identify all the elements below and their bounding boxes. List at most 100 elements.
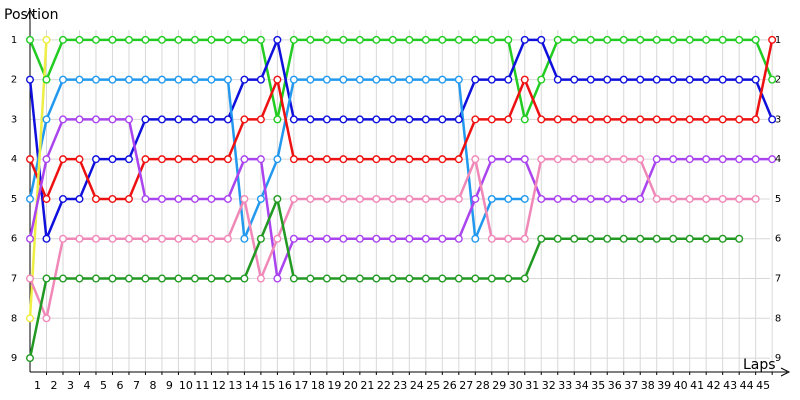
x-tick-label: 8: [149, 379, 156, 392]
point: [91, 75, 100, 84]
x-tick-label: 25: [426, 379, 440, 392]
point: [520, 35, 529, 44]
point: [207, 115, 216, 124]
point: [58, 115, 67, 124]
point: [322, 115, 331, 124]
point: [190, 274, 199, 283]
x-tick-label: 42: [707, 379, 721, 392]
point: [669, 35, 678, 44]
point: [504, 35, 513, 44]
point: [652, 115, 661, 124]
point: [520, 155, 529, 164]
point: [702, 194, 711, 203]
point: [553, 75, 562, 84]
point: [553, 35, 562, 44]
point: [421, 234, 430, 243]
point: [26, 75, 35, 84]
point: [58, 194, 67, 203]
point: [339, 115, 348, 124]
point: [256, 155, 265, 164]
point: [553, 194, 562, 203]
point: [471, 75, 480, 84]
point: [570, 35, 579, 44]
point: [322, 155, 331, 164]
point: [240, 155, 249, 164]
point: [141, 274, 150, 283]
y-tick-label: 8: [11, 313, 17, 324]
point: [504, 274, 513, 283]
point: [619, 194, 628, 203]
point: [26, 194, 35, 203]
point: [421, 115, 430, 124]
point: [207, 75, 216, 84]
point: [619, 155, 628, 164]
point: [42, 194, 51, 203]
point: [223, 194, 232, 203]
point: [586, 234, 595, 243]
point: [289, 274, 298, 283]
point: [108, 35, 117, 44]
point: [718, 155, 727, 164]
point: [652, 155, 661, 164]
point: [91, 194, 100, 203]
point: [289, 35, 298, 44]
point: [603, 75, 612, 84]
x-tick-label: 9: [166, 379, 173, 392]
point: [207, 155, 216, 164]
point: [339, 155, 348, 164]
y-tick-label: 4: [11, 154, 17, 165]
point: [355, 234, 364, 243]
point: [256, 115, 265, 124]
y-tick-label: 2: [11, 75, 17, 86]
point: [669, 155, 678, 164]
point: [438, 194, 447, 203]
point: [240, 115, 249, 124]
point: [256, 194, 265, 203]
point: [322, 194, 331, 203]
point: [702, 234, 711, 243]
point: [306, 35, 315, 44]
x-tick-label: 12: [212, 379, 226, 392]
point: [652, 234, 661, 243]
x-tick-label: 11: [195, 379, 209, 392]
x-tick-label: 43: [723, 379, 737, 392]
point: [372, 155, 381, 164]
point: [388, 274, 397, 283]
point: [355, 115, 364, 124]
y-axis-title: Position: [4, 7, 59, 23]
x-tick-label: 44: [740, 379, 754, 392]
point: [372, 115, 381, 124]
point: [619, 234, 628, 243]
point: [405, 194, 414, 203]
y-tick-label: 1: [11, 35, 17, 46]
point: [504, 234, 513, 243]
point: [190, 194, 199, 203]
x-tick-label: 6: [116, 379, 123, 392]
point: [487, 274, 496, 283]
point: [751, 35, 760, 44]
point: [141, 234, 150, 243]
y-tick-label: 6: [11, 234, 17, 245]
point: [487, 75, 496, 84]
point: [537, 234, 546, 243]
point: [388, 75, 397, 84]
point: [520, 274, 529, 283]
point: [471, 155, 480, 164]
point: [190, 234, 199, 243]
point: [339, 234, 348, 243]
point: [289, 115, 298, 124]
point: [141, 35, 150, 44]
point: [58, 75, 67, 84]
point: [504, 75, 513, 84]
point: [141, 194, 150, 203]
point: [421, 274, 430, 283]
x-tick-label: 27: [459, 379, 473, 392]
point: [58, 274, 67, 283]
point: [223, 75, 232, 84]
x-axis-title: Laps: [743, 357, 776, 373]
point: [438, 75, 447, 84]
x-tick-label: 28: [476, 379, 490, 392]
point: [438, 115, 447, 124]
x-tick-label: 19: [327, 379, 341, 392]
y-tick-label-right: 9: [775, 353, 781, 364]
